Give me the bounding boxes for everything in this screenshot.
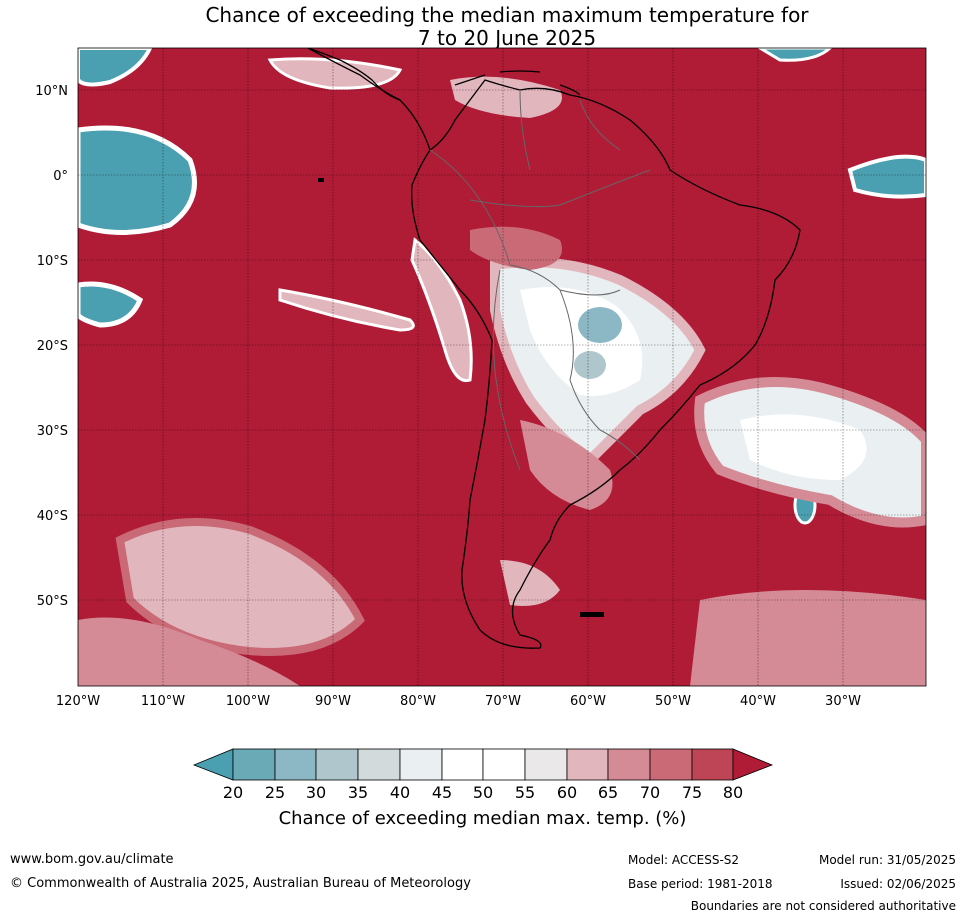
graticule: [78, 48, 926, 686]
low-region-eastern-pacific: [78, 125, 197, 235]
model-run: Model run: 31/05/2025: [818, 853, 956, 867]
colorbar-tick: 25: [265, 783, 285, 800]
colorbar-swatch: [524, 748, 568, 781]
colorbar-tick: 80: [723, 783, 743, 800]
colorbar-tick: 45: [432, 783, 452, 800]
colorbar-label: Chance of exceeding median max. temp. (%…: [278, 808, 687, 829]
colorbar-swatch: [691, 748, 734, 781]
lon-label-50w: 50°W: [655, 694, 691, 709]
lat-label-10n: 10°N: [35, 84, 68, 99]
colorbar-tick: 75: [682, 783, 702, 800]
lon-label-30w: 30°W: [825, 694, 861, 709]
neutral-regions: [78, 57, 926, 686]
map-figure: 10°N 0° 10°S 20°S 30°S 40°S 50°S 120°W 1…: [35, 47, 927, 802]
lon-label-100w: 100°W: [226, 694, 270, 709]
mid-region-pacific-band: [278, 288, 415, 332]
mid-region-pacific-coast: [410, 237, 473, 383]
lon-label-60w: 60°W: [570, 694, 606, 709]
low-region-pantanal: [578, 307, 622, 343]
colorbar: 20 25 30 35 40 45 50 55 60 65 70 75 80: [192, 748, 774, 802]
colorbar-left-arrow: [192, 748, 234, 781]
colorbar-swatch: [649, 748, 693, 781]
galapagos-islands: [318, 178, 324, 182]
colorbar-swatch: [274, 748, 317, 781]
low-region-chaco: [574, 351, 606, 379]
mid-region-andes-south: [520, 420, 613, 510]
lon-label-80w: 80°W: [400, 694, 436, 709]
colorbar-swatch: [607, 748, 651, 781]
map-svg: 10°N 0° 10°S 20°S 30°S 40°S 50°S 120°W 1…: [35, 47, 927, 802]
title-line-1: Chance of exceeding the median maximum t…: [205, 3, 809, 27]
map-frame: [77, 47, 927, 687]
low-probability-regions: [78, 48, 926, 525]
colorbar-tick: 50: [473, 783, 493, 800]
lon-label-70w: 70°W: [485, 694, 521, 709]
central-america-coastline: [307, 48, 401, 101]
colorbar-tick: 70: [640, 783, 660, 800]
colorbar-tick: 20: [223, 783, 243, 800]
low-region-pacific-band: [78, 281, 144, 328]
lat-label-40s: 40°S: [37, 509, 68, 524]
colorbar-swatch: [441, 748, 484, 781]
mid-region-southern-atlantic: [690, 590, 926, 686]
neutral-region-atlantic-inner: [740, 414, 867, 480]
lat-label-20s: 20°S: [37, 339, 68, 354]
caribbean-islands: [454, 70, 581, 96]
lat-label-50s: 50°S: [37, 594, 68, 609]
lon-label-120w: 120°W: [56, 694, 100, 709]
lat-label-0: 0°: [53, 169, 68, 184]
colorbar-swatch: [399, 748, 443, 781]
colorbar-tick: 65: [598, 783, 618, 800]
model-name: Model: ACCESS-S2: [628, 853, 740, 867]
mid-region-patagonia: [500, 560, 560, 606]
map-title: Chance of exceeding the median maximum t…: [0, 4, 965, 50]
low-region-top-left: [78, 48, 153, 87]
mid-region-southern-ocean: [78, 617, 300, 686]
colorbar-swatch: [482, 748, 526, 781]
low-region-atlantic-north: [847, 154, 926, 199]
lon-label-40w: 40°W: [740, 694, 776, 709]
base-period: Base period: 1981-2018: [628, 877, 773, 891]
falkland-islands: [580, 612, 604, 617]
country-borders: [429, 89, 651, 471]
boundaries-disclaimer: Boundaries are not considered authoritat…: [690, 899, 956, 913]
lat-label-10s: 10°S: [37, 254, 68, 269]
latitude-labels: 10°N 0° 10°S 20°S 30°S 40°S 50°S: [35, 84, 68, 609]
lat-label-30s: 30°S: [37, 424, 68, 439]
map-area: [78, 48, 926, 686]
colorbar-tick: 35: [348, 783, 368, 800]
mid-region-amazon-west: [470, 226, 562, 270]
title-line-2: 7 to 20 June 2025: [417, 26, 597, 50]
colorbar-tick: 60: [557, 783, 577, 800]
copyright-text: © Commonwealth of Australia 2025, Austra…: [10, 876, 471, 891]
mid-region-caribbean: [450, 76, 562, 118]
colorbar-swatch: [315, 748, 359, 781]
colorbar-tick: 40: [390, 783, 410, 800]
colorbar-tick: 55: [515, 783, 535, 800]
colorbar-swatch: [357, 748, 401, 781]
south-america-coastline: [307, 48, 801, 649]
colorbar-swatch: [566, 748, 609, 781]
issued-date: Issued: 02/06/2025: [840, 877, 956, 891]
colorbar-tick: 30: [306, 783, 326, 800]
colorbar-swatch: [232, 748, 276, 781]
lon-label-110w: 110°W: [141, 694, 185, 709]
lon-label-90w: 90°W: [315, 694, 351, 709]
website-link[interactable]: www.bom.gov.au/climate: [10, 852, 174, 867]
longitude-labels: 120°W 110°W 100°W 90°W 80°W 70°W 60°W 50…: [56, 694, 861, 709]
colorbar-right-arrow: [732, 748, 774, 781]
